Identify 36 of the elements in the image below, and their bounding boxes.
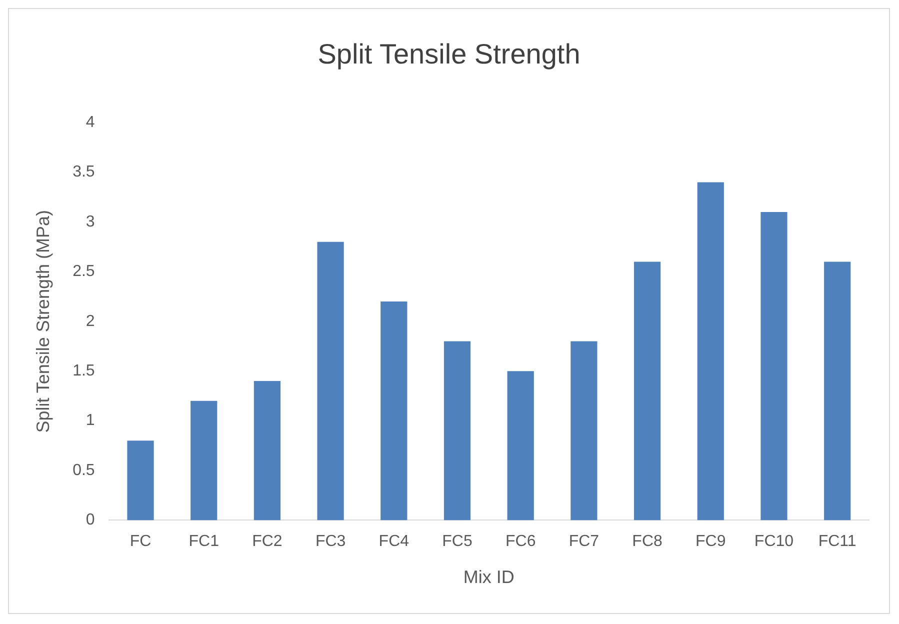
x-tick-label: FC6: [505, 533, 536, 550]
x-tick-label: FC8: [632, 533, 662, 550]
bar: [760, 212, 788, 520]
bar: [444, 341, 471, 520]
x-tick-label: FC2: [252, 533, 282, 550]
y-tick-label: 0: [86, 512, 95, 529]
bar: [507, 371, 534, 520]
bar: [380, 302, 408, 520]
y-tick-label: 4: [86, 114, 95, 132]
bar: [570, 341, 598, 520]
y-axis-title: Split Tensile Strength (MPa): [32, 210, 53, 433]
y-tick-label: 3.5: [72, 164, 95, 181]
y-tick-label: 2: [86, 312, 95, 330]
y-tick-label: 3: [86, 213, 95, 230]
x-tick-label: FC: [130, 533, 152, 550]
bar: [317, 242, 344, 520]
bar: [824, 262, 851, 520]
x-tick-label: FC5: [442, 533, 472, 550]
x-tick-label: FC9: [696, 533, 726, 550]
x-tick-label: FC4: [378, 533, 410, 550]
y-tick-label: 2.5: [72, 263, 95, 280]
chart-title: Split Tensile Strength: [318, 38, 580, 70]
y-tick-label: 1: [86, 412, 95, 430]
y-tick-label: 1.5: [72, 362, 95, 380]
x-tick-label: FC3: [315, 533, 346, 550]
bar: [190, 400, 218, 520]
bar: [634, 262, 661, 520]
bar: [254, 381, 281, 520]
x-axis-title: Mix ID: [463, 567, 514, 588]
bar: [697, 182, 724, 520]
x-tick-label: FC10: [754, 533, 794, 550]
x-tick-label: FC7: [568, 533, 600, 550]
x-tick-label: FC1: [188, 533, 220, 550]
y-tick-label: 0.5: [72, 462, 95, 479]
bar: [127, 440, 154, 520]
x-tick-label: FC11: [818, 533, 856, 550]
